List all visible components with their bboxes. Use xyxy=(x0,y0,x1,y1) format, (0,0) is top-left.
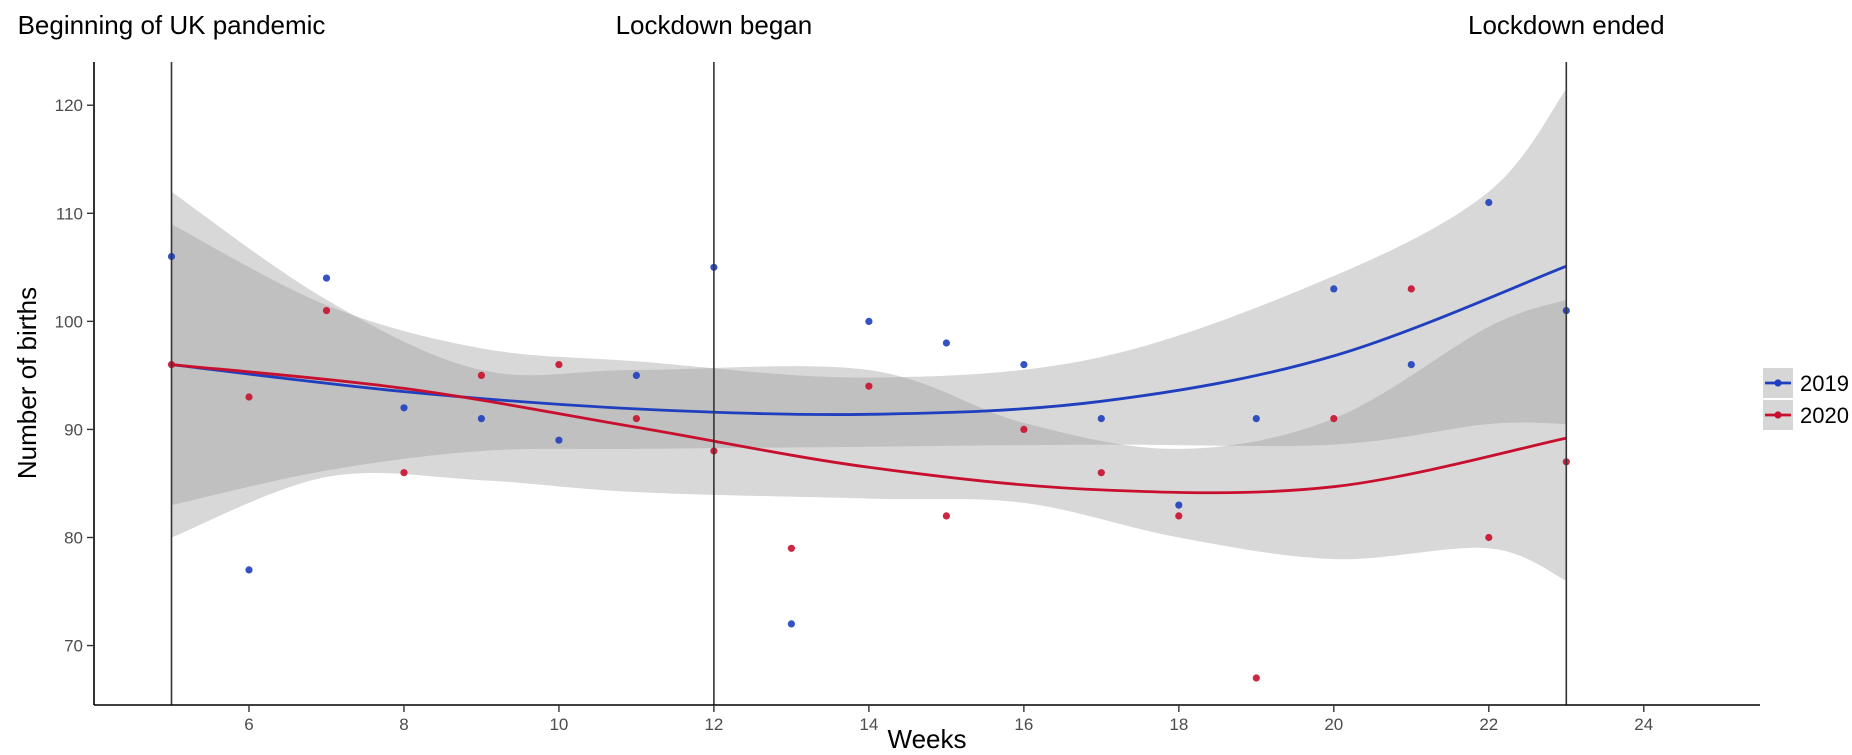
point-2019-week-22 xyxy=(1485,198,1493,207)
y-tick-label-110: 110 xyxy=(56,204,83,223)
x-axis-ticks: 6 8 10 12 14 16 18 20 22 24 xyxy=(244,705,1653,734)
point-2019-week-7 xyxy=(322,274,331,282)
point-2020-week-22 xyxy=(1485,533,1493,542)
y-tick-label-70: 70 xyxy=(64,637,83,656)
x-tick-label-20: 20 xyxy=(1324,715,1343,734)
point-2020-week-6 xyxy=(245,393,253,401)
point-2019-week-10 xyxy=(555,436,563,444)
y-tick-label-120: 120 xyxy=(55,96,83,115)
point-2020-week-8 xyxy=(400,469,408,477)
x-tick-label-22: 22 xyxy=(1479,715,1498,734)
event-label-1: Beginning of UK pandemic xyxy=(18,10,326,40)
y-axis-title: Number of births xyxy=(12,287,42,479)
point-2020-week-20 xyxy=(1330,415,1338,423)
event-annotations: Beginning of UK pandemic Lockdown began Lo… xyxy=(18,10,1665,40)
point-2019-week-19 xyxy=(1252,415,1260,423)
point-2020-week-14 xyxy=(865,382,873,390)
x-tick-label-24: 24 xyxy=(1634,715,1653,734)
point-2020-week-15 xyxy=(942,512,951,520)
y-tick-label-90: 90 xyxy=(64,420,83,439)
y-axis-ticks: 70 80 90 100 110 120 xyxy=(55,96,94,656)
y-tick-label-100: 100 xyxy=(55,312,83,331)
fit-line-2019 xyxy=(171,264,1567,417)
point-2020-week-9 xyxy=(477,371,485,379)
point-2019-week-13 xyxy=(787,620,796,628)
x-tick-label-14: 14 xyxy=(859,715,878,734)
legend-label-2019: 2019 xyxy=(1800,371,1849,396)
data-points xyxy=(167,198,1570,682)
point-2019-week-20 xyxy=(1330,285,1338,293)
point-2019-week-14 xyxy=(865,317,873,325)
x-tick-label-12: 12 xyxy=(704,715,723,734)
point-2019-week-21 xyxy=(1407,361,1415,369)
legend-key-dot-2020 xyxy=(1774,411,1782,419)
x-axis-title: Weeks xyxy=(888,724,967,754)
point-2020-week-16 xyxy=(1020,425,1028,433)
fit-lines xyxy=(171,264,1567,495)
point-2020-week-17 xyxy=(1097,469,1105,477)
y-tick-label-80: 80 xyxy=(64,528,83,547)
point-2020-week-18 xyxy=(1175,512,1183,520)
point-2019-week-15 xyxy=(942,339,951,347)
point-2020-week-10 xyxy=(555,361,563,369)
x-tick-label-18: 18 xyxy=(1169,715,1188,734)
x-tick-label-6: 6 xyxy=(244,715,253,734)
event-lines xyxy=(170,62,1568,705)
x-tick-label-16: 16 xyxy=(1014,715,1033,734)
point-2019-week-6 xyxy=(245,566,253,574)
x-tick-label-8: 8 xyxy=(399,715,408,734)
x-tick-label-10: 10 xyxy=(549,715,568,734)
fit-line-2020 xyxy=(171,363,1567,495)
event-label-3: Lockdown ended xyxy=(1468,10,1665,40)
event-label-2: Lockdown began xyxy=(616,10,813,40)
legend: 2019 2020 xyxy=(1763,368,1849,430)
legend-key-dot-2019 xyxy=(1774,379,1782,387)
point-2019-week-18 xyxy=(1175,501,1183,509)
point-2019-week-8 xyxy=(400,404,408,412)
point-2020-week-21 xyxy=(1407,285,1415,293)
point-2019-week-11 xyxy=(632,371,641,379)
legend-label-2020: 2020 xyxy=(1800,403,1849,428)
point-2020-week-11 xyxy=(632,415,641,423)
point-2020-week-13 xyxy=(787,544,796,552)
point-2020-week-7 xyxy=(322,307,331,315)
point-2019-week-9 xyxy=(477,415,485,423)
point-2019-week-16 xyxy=(1020,361,1028,369)
point-2020-week-19 xyxy=(1252,674,1260,682)
point-2019-week-17 xyxy=(1097,415,1105,423)
